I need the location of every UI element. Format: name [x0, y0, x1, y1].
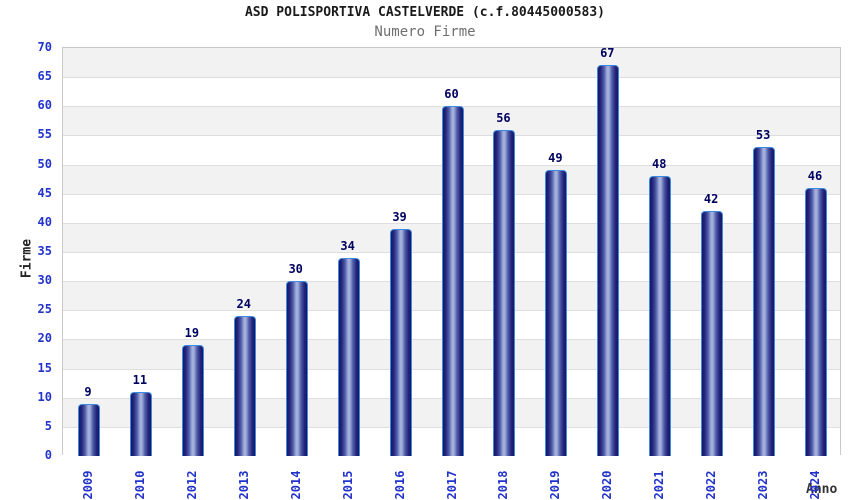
y-tick-label: 25	[37, 302, 52, 317]
x-tick-label: 2012	[184, 470, 199, 500]
y-tick-label: 70	[37, 40, 52, 54]
plot-band	[63, 77, 840, 107]
x-tick-label: 2015	[340, 470, 355, 500]
y-tick-label: 65	[37, 69, 52, 84]
bar-2024	[805, 187, 828, 456]
bar-value-label: 11	[132, 372, 148, 387]
bar-value-label: 42	[703, 192, 719, 207]
bar-2022	[701, 211, 724, 456]
bar-value-label: 48	[651, 157, 667, 172]
y-tick-label: 55	[37, 127, 52, 142]
bar-value-label: 53	[755, 128, 771, 143]
bar-value-label: 19	[184, 326, 200, 341]
x-tick-label: 2020	[600, 470, 615, 500]
y-tick-label: 40	[37, 214, 52, 229]
bar-value-label: 39	[392, 209, 407, 224]
chart-title: ASD POLISPORTIVA CASTELVERDE (c.f.804450…	[244, 5, 606, 20]
y-tick-label: 30	[37, 273, 52, 288]
bar-2012	[181, 345, 204, 456]
y-tick-label: 20	[37, 331, 52, 346]
bar-value-label: 56	[496, 110, 511, 125]
bar-2014	[285, 281, 308, 456]
x-tick-label: 2019	[548, 470, 563, 500]
bar-2015	[337, 257, 360, 456]
bar-value-label: 46	[807, 168, 823, 183]
x-tick-label: 2022	[704, 470, 719, 500]
x-tick-label: 2018	[496, 470, 511, 500]
bar-2016	[389, 228, 412, 456]
plot-band	[63, 48, 840, 78]
bar-2018	[493, 129, 516, 456]
bar-value-label: 49	[548, 151, 563, 166]
bar-2009	[77, 403, 100, 456]
x-tick-label: 2010	[132, 470, 147, 500]
x-tick-label: 2014	[288, 470, 303, 500]
y-tick-label: 0	[44, 448, 52, 462]
bar-2020	[597, 65, 620, 456]
x-tick-label: 2017	[444, 470, 459, 500]
bar-2021	[649, 176, 672, 456]
y-tick-label: 5	[44, 418, 52, 433]
bar-2019	[545, 170, 568, 456]
bar-2013	[233, 316, 256, 456]
x-tick-label: 2013	[236, 470, 251, 500]
x-tick-label: 2023	[756, 470, 771, 500]
y-tick-label: 45	[37, 185, 52, 200]
y-tick-label: 50	[37, 156, 52, 171]
y-tick-label: 60	[37, 98, 52, 113]
x-tick-label: 2009	[80, 470, 95, 500]
bar-value-label: 30	[288, 262, 303, 277]
bar-value-label: 9	[84, 384, 92, 399]
bar-value-label: 24	[236, 297, 251, 312]
y-tick-label: 10	[37, 389, 52, 404]
bar-value-label: 60	[444, 87, 459, 102]
x-axis-title: Anno	[806, 482, 838, 497]
chart-subtitle: Numero Firme	[374, 24, 476, 40]
x-tick-label: 2024	[808, 470, 823, 500]
plot-area	[62, 47, 841, 456]
bar-2023	[753, 147, 776, 456]
x-tick-label: 2016	[392, 470, 407, 500]
y-tick-label: 35	[37, 244, 52, 258]
x-tick-label: 2021	[652, 470, 667, 500]
bar-value-label: 34	[340, 238, 355, 253]
bar-2010	[129, 391, 152, 456]
y-tick-label: 15	[37, 360, 52, 375]
bar-value-label: 67	[600, 46, 615, 61]
bar-2017	[441, 106, 464, 456]
